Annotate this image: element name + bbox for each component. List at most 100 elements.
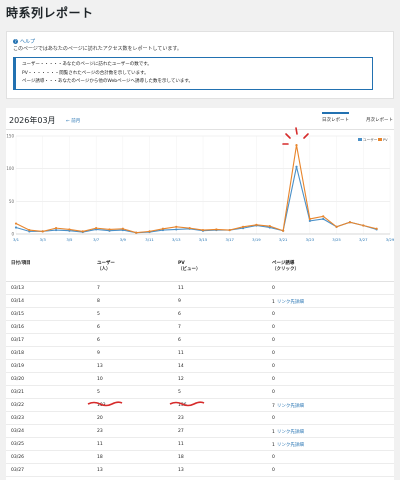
data-point xyxy=(295,144,298,147)
data-point xyxy=(188,227,191,230)
data-point xyxy=(335,225,338,228)
x-tick-label: 3/9 xyxy=(120,237,127,242)
link-detail[interactable]: リンク先詳細 xyxy=(276,404,304,409)
data-point xyxy=(14,226,18,229)
table-row: 03/17 6 6 0 xyxy=(6,334,394,347)
legend-label: ユーザー xyxy=(363,137,378,142)
header-referral: ページ誘導 （クリック） xyxy=(272,261,299,273)
data-point xyxy=(161,227,165,230)
cell-users: 5 xyxy=(97,390,100,395)
data-point xyxy=(295,165,298,168)
cell-referral: 0 xyxy=(272,338,275,343)
cell-users: 8 xyxy=(97,299,100,304)
data-point xyxy=(201,228,205,232)
cell-users: 103 xyxy=(97,403,106,408)
data-point xyxy=(54,228,58,232)
cell-pv: 13 xyxy=(178,468,184,473)
cell-users: 18 xyxy=(97,455,103,460)
header-text: 日付/項目 xyxy=(11,261,31,266)
cell-pv: 12 xyxy=(178,377,184,382)
header-pv: PV （ビュー） xyxy=(178,261,201,273)
x-tick-label: 3/25 xyxy=(332,237,341,242)
x-tick-label: 3/21 xyxy=(279,237,288,242)
question-icon: ? xyxy=(13,39,18,44)
cell-date: 03/23 xyxy=(11,416,24,421)
tab-divider xyxy=(6,129,394,130)
cell-pv: 11 xyxy=(178,286,184,291)
series-line-pv xyxy=(15,145,377,234)
report-panel: 2026年03月 ← 前月 日次レポート 月次レポート 0 50 100 150 3/1… xyxy=(6,108,394,480)
daily-table: 日付/項目 ユーザー （人） PV （ビュー） ページ誘導 （クリック） 03/13 7 11 0… xyxy=(6,256,394,480)
prev-month-link[interactable]: ← 前月 xyxy=(66,119,81,124)
x-tick-label: 3/5 xyxy=(66,237,73,242)
help-line-referral: ページ誘導・・・あなたのページから他のWebページへ誘導した数を示しています。 xyxy=(22,79,193,84)
cell-referral: 1 リンク先詳細 xyxy=(272,430,304,435)
table-row: 03/22 103 136 7 リンク先詳細 xyxy=(6,399,394,412)
table-row: 03/19 13 14 0 xyxy=(6,360,394,373)
cell-users: 5 xyxy=(97,312,100,317)
cell-users: 20 xyxy=(97,416,103,421)
cell-users: 23 xyxy=(97,429,103,434)
cell-referral: 1 リンク先詳細 xyxy=(272,443,304,448)
table-row: 03/23 20 23 0 xyxy=(6,412,394,425)
data-point xyxy=(54,227,58,230)
page-title: 時系列レポート xyxy=(6,6,94,20)
x-tick-label: 3/15 xyxy=(199,237,208,242)
tab-daily-report[interactable]: 日次レポート xyxy=(322,112,349,123)
cell-pv: 11 xyxy=(178,442,184,447)
table-row: 03/24 23 27 1 リンク先詳細 xyxy=(6,425,394,438)
cell-date: 03/26 xyxy=(11,455,24,460)
x-tick-label: 3/7 xyxy=(93,237,100,242)
link-detail[interactable]: リンク先詳細 xyxy=(276,430,304,435)
cell-referral: 1 リンク先詳細 xyxy=(272,300,304,305)
table-row: 03/25 11 11 1 リンク先詳細 xyxy=(6,438,394,451)
data-point xyxy=(308,219,311,223)
data-point xyxy=(268,225,271,228)
help-description: このページではあなたのページに訪れたアクセス数をレポートしています。 xyxy=(13,46,182,52)
help-line-pv: PV・・・・・・・閲覧されたページの合計数を示しています。 xyxy=(22,70,149,76)
header-text: PV xyxy=(178,261,185,266)
data-point xyxy=(14,222,18,225)
y-tick-label: 0 xyxy=(11,232,14,237)
link-detail[interactable]: リンク先詳細 xyxy=(276,443,304,448)
cell-users: 13 xyxy=(97,364,103,369)
y-tick-label: 50 xyxy=(9,199,15,204)
data-point xyxy=(322,217,325,221)
cell-pv: 14 xyxy=(178,364,184,369)
table-row: 03/27 13 13 0 xyxy=(6,464,394,477)
cell-pv: 6 xyxy=(178,312,181,317)
data-point xyxy=(81,230,84,233)
cell-pv: 18 xyxy=(178,455,184,460)
cell-pv: 23 xyxy=(178,416,184,421)
cell-date: 03/24 xyxy=(11,429,24,434)
help-box: ? ヘルプ このページではあなたのページに訪れたアクセス数をレポートしています。… xyxy=(6,31,394,99)
table-row: 03/15 5 6 0 xyxy=(6,308,394,321)
data-point xyxy=(68,228,71,231)
cell-date: 03/17 xyxy=(11,338,24,343)
table-header: 日付/項目 ユーザー （人） PV （ビュー） ページ誘導 （クリック） xyxy=(6,256,394,282)
data-point xyxy=(135,231,138,234)
cell-users: 11 xyxy=(97,442,103,447)
header-users: ユーザー （人） xyxy=(97,261,115,273)
cell-referral: 0 xyxy=(272,364,275,369)
cell-users: 7 xyxy=(97,286,100,291)
cell-referral: 0 xyxy=(272,325,275,330)
y-tick-label: 150 xyxy=(6,134,14,139)
cell-users: 9 xyxy=(97,351,100,356)
tab-monthly-report[interactable]: 月次レポート xyxy=(366,118,393,123)
help-link[interactable]: ? ヘルプ xyxy=(13,38,35,45)
data-point xyxy=(308,217,311,221)
link-detail[interactable]: リンク先詳細 xyxy=(276,300,304,305)
data-point xyxy=(175,225,178,228)
help-line-users: ユーザー・・・・・あなたのページに訪れたユーザーの数です。 xyxy=(22,62,152,67)
legend-swatch xyxy=(378,138,382,141)
line-chart: 0 50 100 150 3/1 3/3 3/5 3/7 3/9 3/11 3/13 3/15 3/17… xyxy=(6,134,394,243)
cell-date: 03/20 xyxy=(11,377,24,382)
cell-date: 03/25 xyxy=(11,442,24,447)
x-tick-label: 3/27 xyxy=(359,237,368,242)
x-tick-label: 3/29 xyxy=(386,237,394,242)
cell-pv: 6 xyxy=(178,338,181,343)
y-tick-label: 100 xyxy=(6,166,14,171)
cell-date: 03/16 xyxy=(11,325,24,330)
